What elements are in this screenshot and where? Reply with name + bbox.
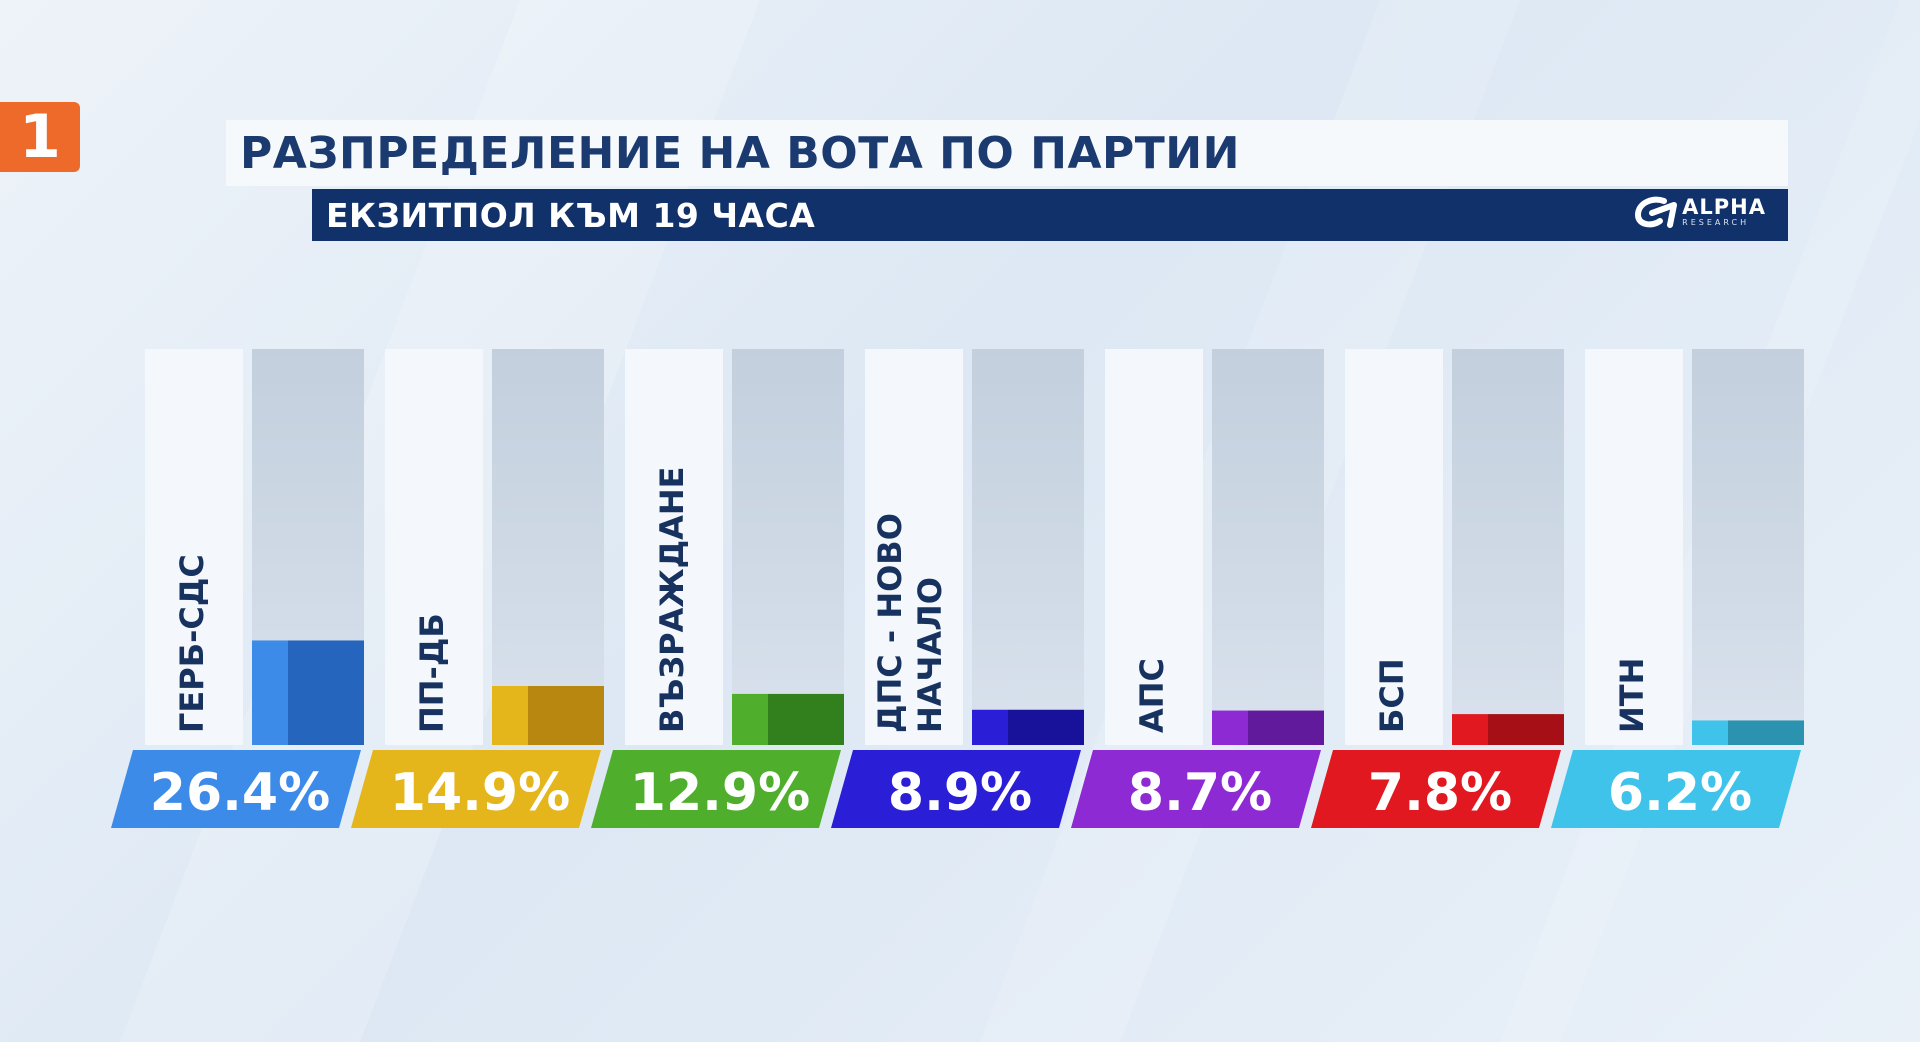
percentage-label: 7.8% bbox=[1368, 763, 1512, 823]
title-bar: РАЗПРЕДЕЛЕНИЕ НА ВОТА ПО ПАРТИИ bbox=[226, 120, 1788, 186]
label-column bbox=[865, 349, 963, 745]
party-label-line: ДПС - НОВО bbox=[871, 513, 909, 733]
party-label: ВЪЗРАЖДАНЕ bbox=[653, 467, 691, 733]
bar-group: ВЪЗРАЖДАНЕ 12.9% bbox=[591, 349, 844, 828]
bar-group: АПС 8.7% bbox=[1071, 349, 1324, 828]
party-label-line: БСП bbox=[1373, 658, 1411, 733]
party-label-line: ИТН bbox=[1613, 658, 1651, 733]
bar bbox=[1488, 714, 1564, 745]
bar-light bbox=[492, 685, 528, 745]
label-column bbox=[145, 349, 243, 745]
bar bbox=[1008, 709, 1084, 745]
bar-group: БСП 7.8% bbox=[1311, 349, 1564, 828]
page-subtitle: ЕКЗИТПОЛ КЪМ 19 ЧАСА bbox=[326, 195, 816, 235]
bar-light bbox=[972, 709, 1008, 745]
bar-track bbox=[492, 349, 604, 745]
bar-light bbox=[1692, 720, 1728, 745]
percentage-label: 14.9% bbox=[390, 763, 570, 823]
bar-group: ГЕРБ-СДС 26.4% bbox=[111, 349, 364, 828]
party-label: ИТН bbox=[1613, 658, 1651, 733]
bar-track bbox=[972, 349, 1084, 745]
bar-track bbox=[1692, 349, 1804, 745]
brand-logo: ALPHA RESEARCH bbox=[1630, 195, 1766, 229]
label-column bbox=[385, 349, 483, 745]
party-label-line: ВЪЗРАЖДАНЕ bbox=[653, 467, 691, 733]
bar bbox=[768, 693, 844, 745]
party-label-line: ПП-ДБ bbox=[413, 613, 451, 733]
party-label: БСП bbox=[1373, 658, 1411, 733]
bar-group: ИТН 6.2% bbox=[1551, 349, 1804, 828]
page-title: РАЗПРЕДЕЛЕНИЕ НА ВОТА ПО ПАРТИИ bbox=[240, 127, 1240, 179]
channel-logo-number: 1 bbox=[19, 102, 61, 172]
percentage-box bbox=[1071, 750, 1321, 828]
channel-logo: 1 bbox=[0, 102, 80, 172]
bar-track bbox=[732, 349, 844, 745]
brand-name: ALPHA bbox=[1682, 195, 1766, 219]
percentage-box bbox=[831, 750, 1081, 828]
percentage-label: 12.9% bbox=[630, 763, 810, 823]
party-label: ДПС - НОВОНАЧАЛО bbox=[871, 513, 949, 733]
percentage-label: 26.4% bbox=[150, 763, 330, 823]
percentage-box bbox=[351, 750, 601, 828]
party-label: ПП-ДБ bbox=[413, 613, 451, 733]
alpha-research-logo-icon bbox=[1635, 196, 1678, 228]
subtitle-bar: ЕКЗИТПОЛ КЪМ 19 ЧАСА ALPHA RESEARCH bbox=[312, 189, 1788, 241]
bar-light bbox=[732, 693, 768, 745]
percentage-box bbox=[1551, 750, 1801, 828]
bar-group: ПП-ДБ 14.9% bbox=[351, 349, 604, 828]
label-column bbox=[1345, 349, 1443, 745]
percentage-label: 8.7% bbox=[1128, 763, 1272, 823]
percentage-label: 8.9% bbox=[888, 763, 1032, 823]
percentage-box bbox=[1311, 750, 1561, 828]
percentage-label: 6.2% bbox=[1608, 763, 1752, 823]
label-column bbox=[1585, 349, 1683, 745]
party-label: ГЕРБ-СДС bbox=[173, 554, 211, 733]
bar-light bbox=[1212, 710, 1248, 745]
bar-track bbox=[1452, 349, 1564, 745]
label-column bbox=[625, 349, 723, 745]
percentage-box bbox=[111, 750, 361, 828]
party-label-line: ГЕРБ-СДС bbox=[173, 554, 211, 733]
bar bbox=[528, 685, 604, 745]
bar-light bbox=[252, 640, 288, 745]
bar bbox=[288, 640, 364, 745]
bar-group: ДПС - НОВОНАЧАЛО 8.9% bbox=[831, 349, 1084, 828]
bar bbox=[1728, 720, 1804, 745]
party-label: АПС bbox=[1133, 658, 1171, 733]
percentage-box bbox=[591, 750, 841, 828]
bar-light bbox=[1452, 714, 1488, 745]
brand-subtitle: RESEARCH bbox=[1682, 218, 1750, 227]
label-column bbox=[1105, 349, 1203, 745]
bar bbox=[1248, 710, 1324, 745]
bar-track bbox=[1212, 349, 1324, 745]
party-label-line: АПС bbox=[1133, 658, 1171, 733]
party-label-line: НАЧАЛО bbox=[911, 577, 949, 733]
